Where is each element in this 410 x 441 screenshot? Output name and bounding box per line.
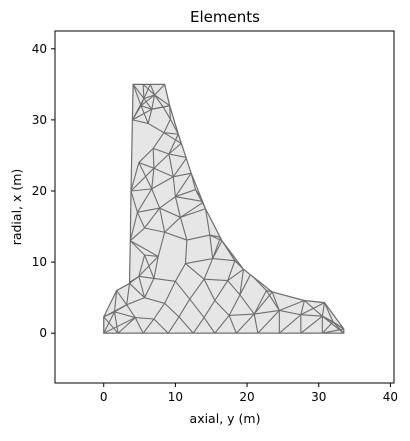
x-tick-label: 30 xyxy=(311,390,326,404)
x-tick-label: 40 xyxy=(383,390,398,404)
y-tick-label: 20 xyxy=(32,184,47,198)
y-tick-label: 0 xyxy=(39,326,47,340)
y-axis-label: radial, x (m) xyxy=(9,169,24,246)
y-tick-label: 10 xyxy=(32,255,47,269)
y-tick-label: 30 xyxy=(32,113,47,127)
x-tick-label: 10 xyxy=(168,390,183,404)
y-ticks: 0 10 20 30 40 xyxy=(32,42,55,340)
chart-title: Elements xyxy=(190,8,260,26)
mesh-element-edge xyxy=(153,148,154,168)
mesh-layer xyxy=(104,84,344,333)
mesh-element-edge xyxy=(143,84,144,98)
y-tick-label: 40 xyxy=(32,42,47,56)
x-tick-label: 20 xyxy=(239,390,254,404)
x-tick-label: 0 xyxy=(100,390,108,404)
x-ticks: 0 10 20 30 40 xyxy=(100,383,398,404)
x-axis-label: axial, y (m) xyxy=(190,411,261,426)
